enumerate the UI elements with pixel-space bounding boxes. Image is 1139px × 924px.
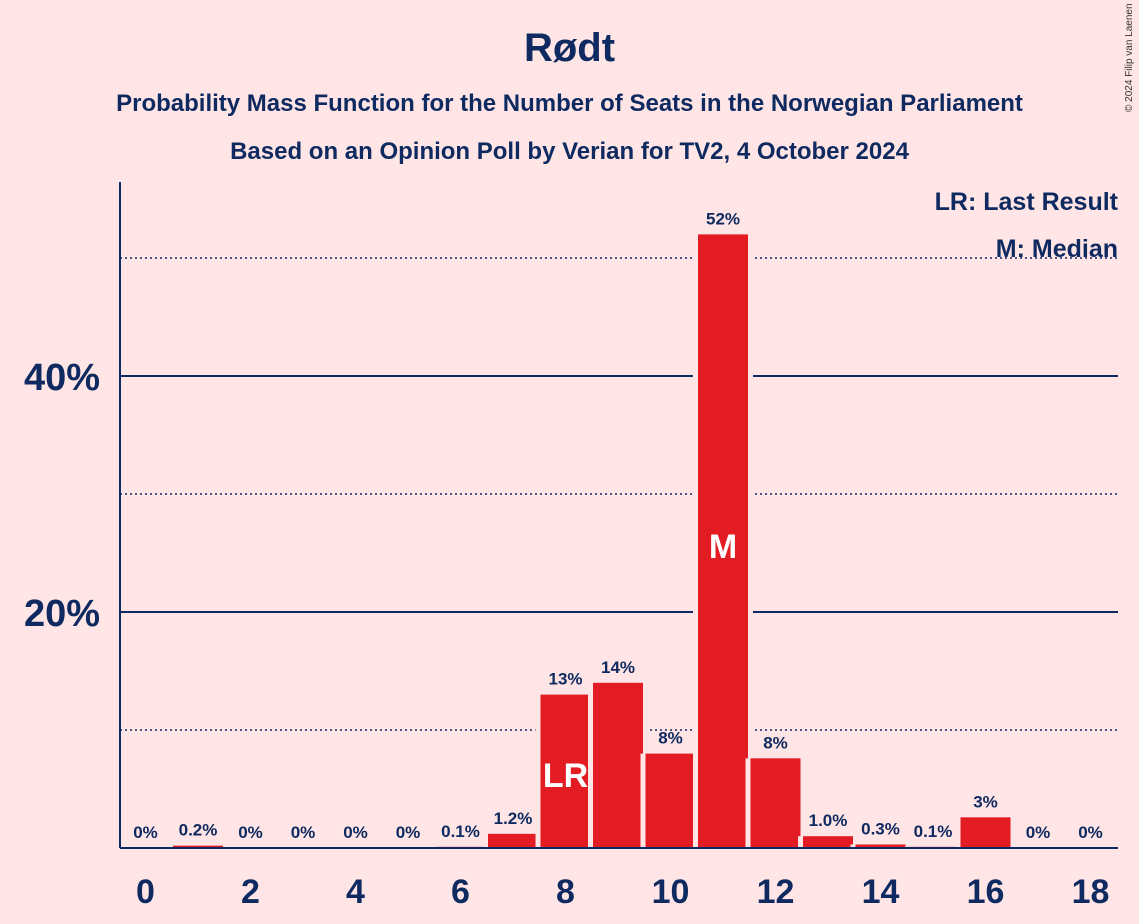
bar	[855, 844, 906, 848]
x-tick-label: 8	[556, 873, 575, 911]
bar	[750, 758, 801, 848]
chart-title: Rødt	[523, 26, 616, 70]
x-tick-label: 2	[241, 873, 260, 911]
bar	[803, 836, 853, 848]
bar-value-label: 0.1%	[914, 822, 953, 841]
bar-value-label: 8%	[763, 733, 788, 752]
chart-subtitle-1: Probability Mass Function for the Number…	[116, 90, 1023, 117]
gridlines	[120, 257, 1118, 731]
legend-median: M: Median	[996, 235, 1118, 263]
bar-value-label: 13%	[548, 670, 582, 689]
bar	[645, 753, 696, 848]
bar-value-label: 0%	[133, 823, 158, 842]
x-tick-label: 12	[757, 873, 795, 911]
bar-value-label: 52%	[706, 209, 740, 228]
y-tick-label: 20%	[24, 593, 100, 635]
chart-subtitle-2: Based on an Opinion Poll by Verian for T…	[230, 138, 909, 165]
bars: 0% 0.2% 0% 0% 0% 0% 0.1% 1.2% 13% 14% 8% 52% 8% 1.0% 0…	[133, 209, 1103, 848]
bar	[173, 845, 223, 848]
bar-value-label: 1.2%	[494, 809, 533, 828]
bar	[698, 234, 748, 848]
marker-lr: LR	[543, 757, 588, 795]
marker-m: M	[709, 528, 737, 566]
bar-value-label: 0%	[1078, 823, 1103, 842]
y-tick-label: 40%	[24, 357, 100, 399]
bar	[488, 833, 538, 848]
x-tick-label: 4	[346, 873, 365, 911]
x-tick-label: 0	[136, 873, 155, 911]
bar-value-label: 0.2%	[179, 821, 218, 840]
legend-last-result: LR: Last Result	[935, 188, 1119, 216]
bar-value-label: 14%	[601, 658, 635, 677]
x-tick-label: 14	[862, 873, 900, 911]
x-tick-label: 16	[967, 873, 1005, 911]
bar	[960, 817, 1011, 848]
x-tick-label: 10	[652, 873, 690, 911]
bar-value-label: 8%	[658, 729, 683, 748]
bar-value-label: 3%	[973, 792, 998, 811]
bar-value-label: 0%	[238, 823, 263, 842]
x-tick-label: 18	[1072, 873, 1110, 911]
bar-value-label: 0.1%	[441, 822, 480, 841]
bar-value-label: 0%	[343, 823, 368, 842]
bar	[593, 682, 643, 848]
bar-value-label: 0%	[291, 823, 316, 842]
x-tick-label: 6	[451, 873, 470, 911]
bar-value-label: 0.3%	[861, 819, 900, 838]
bar-value-label: 1.0%	[809, 811, 848, 830]
bar-value-label: 0%	[1026, 823, 1051, 842]
bar	[540, 694, 591, 848]
bar-value-label: 0%	[396, 823, 421, 842]
axes: 20% 40% 0 2 4 6 8 10 12 14 16 18	[24, 182, 1118, 911]
